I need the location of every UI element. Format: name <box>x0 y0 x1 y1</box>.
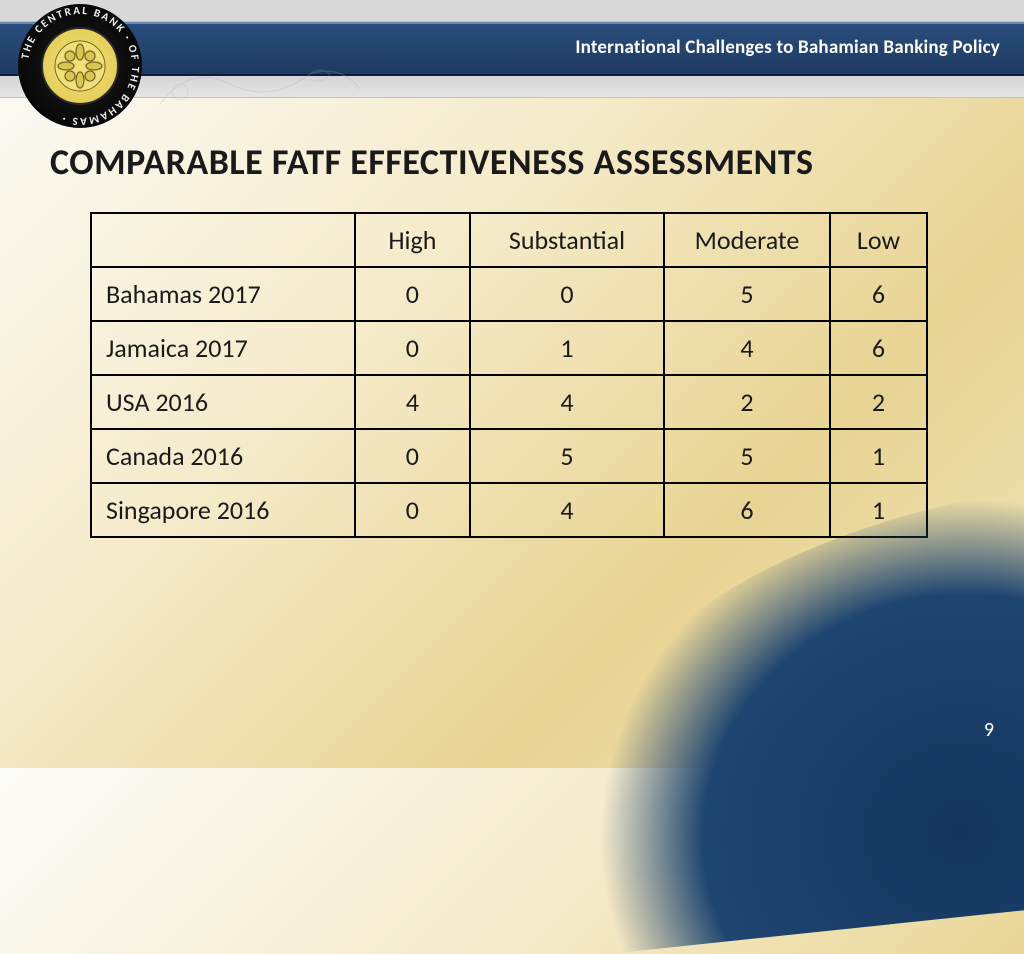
cell: 0 <box>355 429 470 483</box>
cell: 4 <box>355 375 470 429</box>
table-header-row: High Substantial Moderate Low <box>91 213 927 267</box>
cell: 0 <box>355 267 470 321</box>
col-low: Low <box>830 213 927 267</box>
table-row: Jamaica 2017 0 1 4 6 <box>91 321 927 375</box>
cell: 1 <box>830 429 927 483</box>
cell: 5 <box>664 429 830 483</box>
logo-ring-text: THE CENTRAL BANK · OF THE BAHAMAS · <box>18 4 142 128</box>
col-substantial: Substantial <box>470 213 664 267</box>
cell: 6 <box>664 483 830 537</box>
header-bar: International Challenges to Bahamian Ban… <box>0 22 1024 76</box>
cell: 0 <box>355 321 470 375</box>
cell: 0 <box>470 267 664 321</box>
table-row: USA 2016 4 4 2 2 <box>91 375 927 429</box>
cell: 4 <box>664 321 830 375</box>
row-label: Bahamas 2017 <box>91 267 355 321</box>
cell: 0 <box>355 483 470 537</box>
cell: 5 <box>470 429 664 483</box>
header-swirl-decoration <box>150 54 370 114</box>
top-accent-bar <box>0 0 1024 22</box>
row-label: USA 2016 <box>91 375 355 429</box>
logo-ring: THE CENTRAL BANK · OF THE BAHAMAS · <box>18 4 142 128</box>
col-moderate: Moderate <box>664 213 830 267</box>
row-label: Singapore 2016 <box>91 483 355 537</box>
table-row: Canada 2016 0 5 5 1 <box>91 429 927 483</box>
corner-swirl-decoration <box>563 482 1024 954</box>
header-subtitle: International Challenges to Bahamian Ban… <box>575 36 1000 59</box>
bank-logo: THE CENTRAL BANK · OF THE BAHAMAS · <box>18 4 142 128</box>
svg-text:THE CENTRAL BANK · OF THE BAHA: THE CENTRAL BANK · OF THE BAHAMAS · <box>18 4 142 128</box>
page-number: 9 <box>984 718 994 742</box>
table-row: Singapore 2016 0 4 6 1 <box>91 483 927 537</box>
cell: 4 <box>470 375 664 429</box>
cell: 6 <box>830 321 927 375</box>
col-blank <box>91 213 355 267</box>
cell: 6 <box>830 267 927 321</box>
col-high: High <box>355 213 470 267</box>
cell: 1 <box>470 321 664 375</box>
cell: 2 <box>664 375 830 429</box>
assessment-table: High Substantial Moderate Low Bahamas 20… <box>90 212 928 538</box>
cell: 5 <box>664 267 830 321</box>
cell: 2 <box>830 375 927 429</box>
row-label: Jamaica 2017 <box>91 321 355 375</box>
row-label: Canada 2016 <box>91 429 355 483</box>
slide-title: COMPARABLE FATF EFFECTIVENESS ASSESSMENT… <box>50 140 814 184</box>
table: High Substantial Moderate Low Bahamas 20… <box>90 212 928 538</box>
cell: 4 <box>470 483 664 537</box>
table-row: Bahamas 2017 0 0 5 6 <box>91 267 927 321</box>
